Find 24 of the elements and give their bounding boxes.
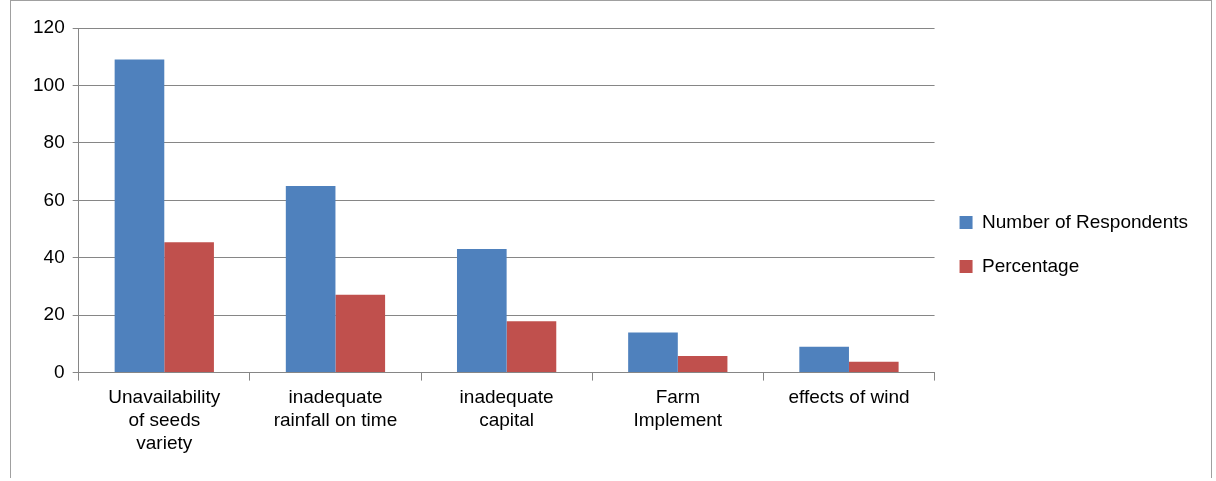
- y-tick-label: 100: [33, 73, 65, 95]
- bar: [628, 332, 678, 373]
- bar: [677, 355, 728, 373]
- y-tick-label: 0: [54, 360, 65, 382]
- bar: [114, 59, 165, 373]
- y-tick-label: 20: [43, 303, 65, 325]
- x-tick-label: effects of wind: [788, 386, 910, 408]
- y-tick-label: 120: [33, 16, 65, 38]
- y-tick-label: 80: [43, 131, 65, 153]
- x-tick-label: Farm Implement: [633, 386, 723, 431]
- y-tick-label: 60: [43, 188, 65, 210]
- bar: [285, 185, 336, 373]
- y-tick-label: 40: [43, 245, 65, 267]
- bar: [456, 249, 507, 373]
- bar: [335, 294, 386, 373]
- bar: [848, 361, 899, 373]
- x-tick-label: inadequate rainfall on time: [273, 386, 398, 431]
- legend-label: Number of Respondents: [982, 210, 1189, 232]
- x-tick-label: Unavailability of seeds variety: [108, 386, 221, 453]
- x-tick-label: inadequate capital: [459, 386, 554, 431]
- legend-label: Percentage: [982, 254, 1080, 276]
- bar: [506, 321, 557, 373]
- bar: [164, 242, 214, 373]
- bar: [799, 346, 849, 373]
